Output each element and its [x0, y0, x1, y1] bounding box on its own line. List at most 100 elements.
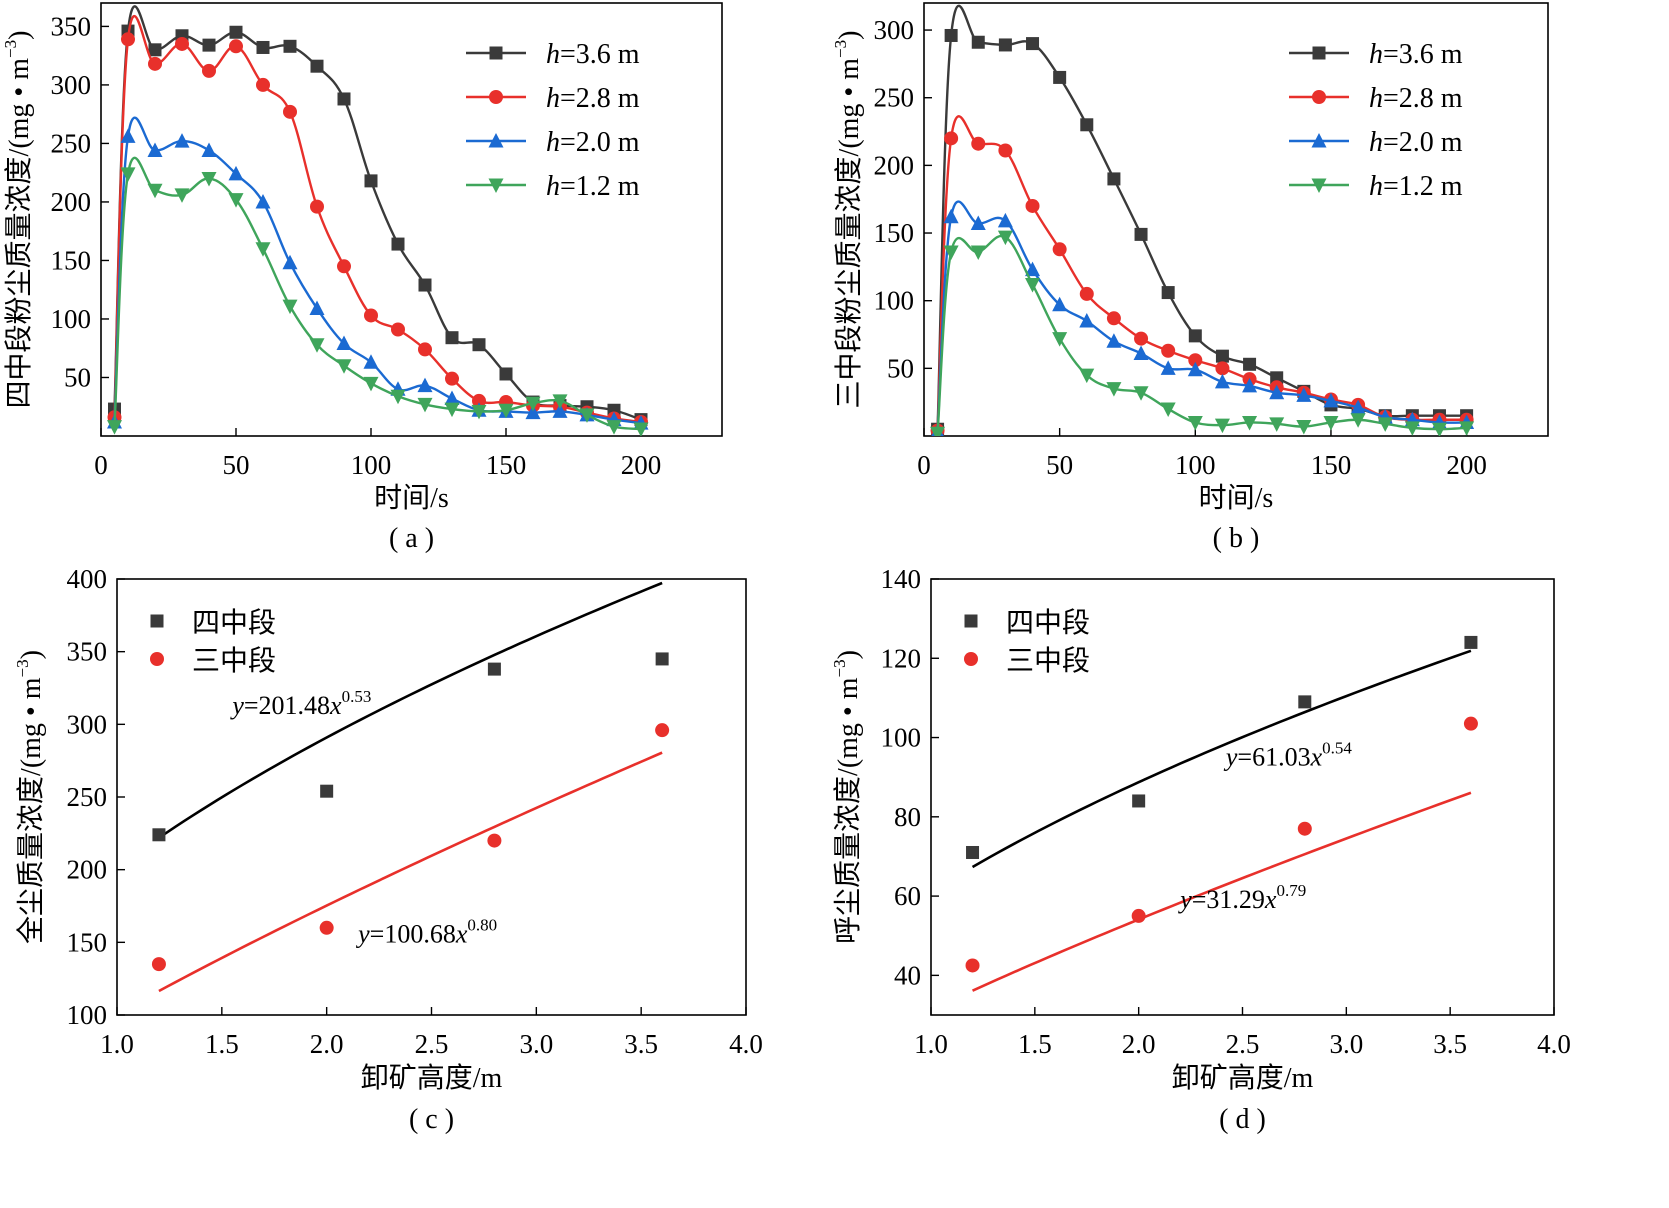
data-point-1-4 [1025, 198, 1040, 213]
fit-coef: =61.03 [1237, 742, 1310, 771]
x-tick-label: 200 [621, 450, 662, 480]
data-point-3-15 [1323, 415, 1339, 431]
series-line-1 [113, 15, 642, 424]
legend-marker [150, 614, 164, 628]
y-tick-label: 350 [51, 11, 92, 41]
fit-equation-0: y=61.03x0.54 [1223, 738, 1353, 771]
legend-value: =2.8 m [560, 83, 640, 114]
data-point-2-7 [1106, 333, 1122, 348]
legend-label: h=2.0 m [546, 127, 640, 158]
x-axis-label: 时间/s [374, 482, 449, 514]
fit-curve-0 [158, 581, 663, 839]
legend-label: h=2.8 m [546, 83, 640, 114]
data-point-3-5 [1052, 332, 1068, 347]
data-point-0-2 [1298, 695, 1312, 709]
data-point-1-12 [418, 342, 432, 357]
legend-h: h [1369, 127, 1383, 158]
data-point-0-12 [1243, 357, 1257, 371]
data-point-3-17 [552, 394, 568, 409]
legend-label: 四中段 [192, 607, 276, 639]
data-point-0-3 [998, 38, 1012, 52]
data-point-3-17 [1377, 417, 1393, 432]
legend-value: =1.2 m [560, 171, 640, 202]
data-point-3-18 [579, 408, 595, 423]
series-line-3 [936, 234, 1467, 434]
data-point-0-0 [152, 828, 166, 842]
data-point-3-13 [444, 402, 460, 418]
data-point-0-2 [971, 35, 985, 49]
y-tick-label: 300 [51, 70, 92, 100]
data-point-0-4 [1026, 37, 1040, 51]
fit-equation-1: y=31.29x0.79 [1177, 881, 1306, 914]
legend-label: h=2.8 m [1369, 83, 1463, 114]
data-point-3-16 [1350, 413, 1366, 428]
data-point-3-9 [1160, 402, 1176, 417]
legend-label: 四中段 [1006, 607, 1090, 639]
data-point-1-6 [1079, 286, 1094, 301]
y-axis-label-main: 呼尘质量浓度/(mg [832, 723, 864, 944]
legend-marker [964, 614, 978, 628]
data-point-0-10 [1188, 329, 1202, 343]
y-axis-label-dot: • m [16, 677, 47, 723]
x-tick-label: 1.5 [1018, 1029, 1052, 1059]
x-axis-label: 卸矿高度/m [361, 1062, 503, 1094]
data-point-1-9 [1161, 343, 1176, 358]
legend-marker [1312, 90, 1326, 104]
x-tick-label: 3.0 [1329, 1029, 1363, 1059]
data-point-0-6 [1080, 118, 1094, 132]
panel-caption: ( a ) [389, 523, 434, 554]
fit-exponent: 0.79 [1276, 881, 1306, 900]
legend-h: h [546, 39, 560, 70]
data-point-3-8 [1133, 386, 1149, 401]
data-point-2-15 [1323, 392, 1339, 408]
fit-y: y [355, 919, 370, 948]
x-tick-label: 100 [1175, 450, 1216, 480]
y-tick-label: 100 [874, 286, 915, 316]
data-point-1-3 [1463, 716, 1478, 731]
legend-marker [1312, 46, 1326, 60]
data-point-0-14 [472, 338, 486, 352]
x-tick-label: 150 [486, 450, 527, 480]
fit-equation-1: y=100.68x0.80 [355, 915, 497, 948]
legend-marker [489, 46, 503, 60]
x-tick-label: 2.5 [415, 1029, 449, 1059]
data-point-3-3 [174, 188, 190, 203]
legend-h: h [1369, 83, 1383, 114]
legend-h: h [1369, 171, 1383, 202]
data-point-2-10 [1187, 361, 1203, 377]
fit-x: x [329, 691, 342, 720]
data-point-0-3 [1464, 635, 1478, 649]
legend-value: =1.2 m [1383, 171, 1463, 202]
legend-marker [150, 652, 164, 666]
y-tick-label: 50 [64, 362, 91, 392]
fit-curve-1 [158, 751, 663, 993]
data-point-0-11 [391, 237, 405, 251]
y-axis-label-main: 四中段粉尘质量浓度/(mg [3, 104, 35, 409]
data-point-1-4 [202, 63, 216, 78]
data-point-2-4 [201, 142, 217, 157]
data-point-0-15 [499, 367, 513, 381]
y-tick-label: 80 [894, 802, 921, 832]
data-point-2-3 [174, 133, 190, 148]
fit-exponent: 0.54 [1322, 738, 1352, 757]
data-point-3-5 [228, 193, 244, 208]
y-axis-label: 全尘质量浓度/(mg • m−3) [13, 650, 47, 944]
series-line-1 [936, 115, 1467, 431]
data-point-2-16 [1350, 399, 1366, 415]
data-point-2-6 [255, 193, 271, 209]
data-point-1-1 [1131, 908, 1146, 923]
y-tick-label: 60 [894, 881, 921, 911]
y-axis-label-dot: • m [834, 58, 865, 104]
y-tick-label: 100 [67, 1000, 108, 1030]
data-point-2-5 [228, 165, 244, 181]
x-tick-label: 3.5 [624, 1029, 658, 1059]
data-point-0-7 [1107, 172, 1121, 186]
data-point-0-8 [310, 59, 324, 73]
data-point-1-1 [944, 131, 959, 146]
legend-h: h [546, 171, 560, 202]
data-point-2-11 [1214, 373, 1230, 389]
fit-equation-0: y=201.48x0.53 [229, 687, 371, 720]
data-point-2-14 [1296, 387, 1312, 402]
x-tick-label: 50 [223, 450, 250, 480]
y-tick-label: 100 [51, 304, 92, 334]
